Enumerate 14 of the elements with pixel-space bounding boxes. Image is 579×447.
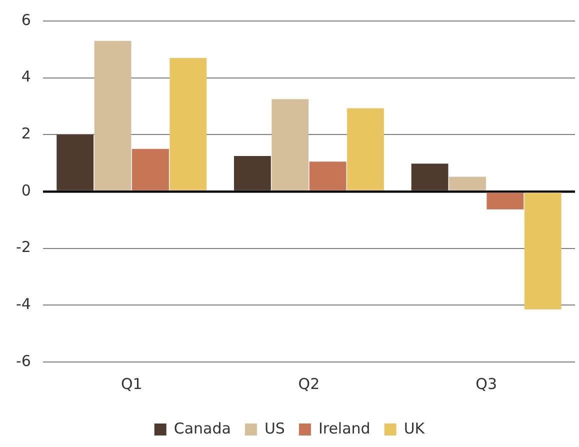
legend-label: US: [264, 419, 285, 438]
legend-label: Ireland: [318, 419, 370, 438]
legend-label: Canada: [174, 419, 231, 438]
y-tick-label: 6: [21, 10, 31, 29]
y-tick-label: 2: [21, 124, 31, 143]
y-tick-label: -6: [16, 352, 31, 370]
x-tick-label: Q2: [298, 374, 320, 393]
y-tick-label: -4: [16, 295, 31, 314]
y-tick-label: 0: [21, 181, 31, 200]
legend-label: UK: [404, 419, 426, 438]
y-tick-label: -2: [16, 238, 31, 256]
x-tick-label: Q1: [120, 374, 142, 393]
y-tick-label: 4: [21, 68, 31, 86]
x-tick-label: Q3: [476, 374, 498, 393]
